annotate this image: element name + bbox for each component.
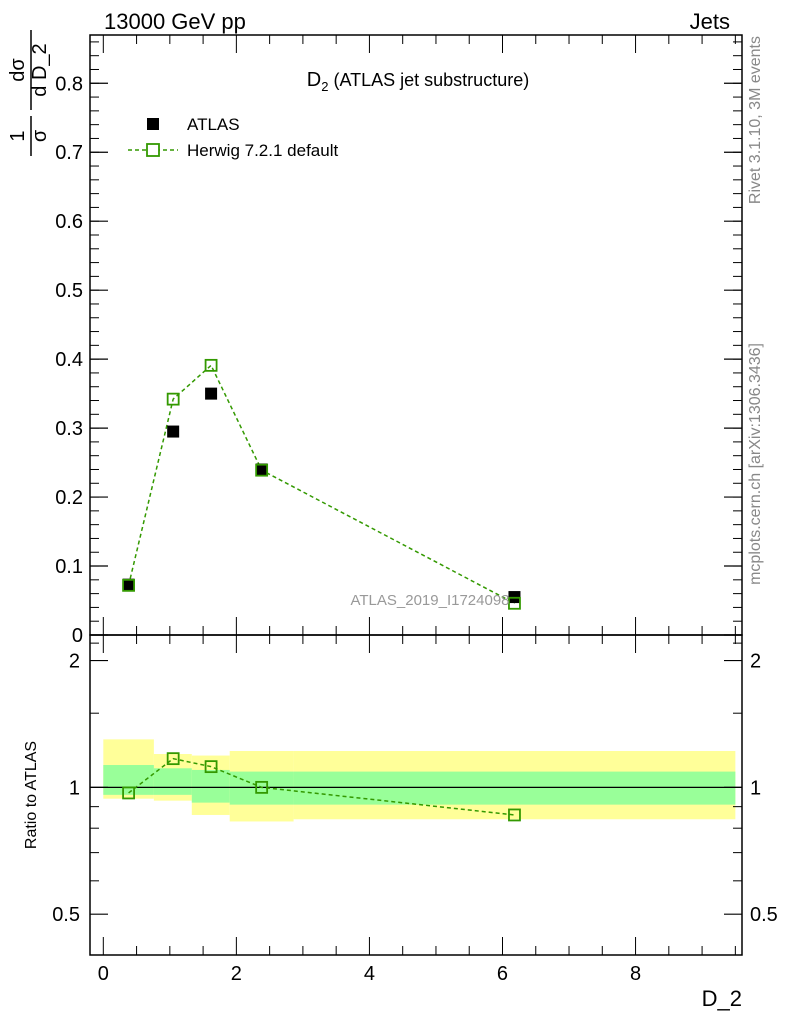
- ratio-band-inner: [153, 768, 192, 795]
- main-ytick-label: 0.6: [55, 211, 83, 233]
- herwig-ratio-line: [128, 757, 515, 816]
- herwig-ratio-point: [204, 760, 218, 774]
- rivet-version-label: Rivet 3.1.10, 3M events: [747, 36, 764, 204]
- xtick-label: 8: [630, 963, 641, 985]
- main-ytick-label: 0.8: [55, 73, 83, 95]
- ratio-uncertainty-bands: [103, 739, 736, 822]
- legend-title: D2 (ATLAS jet substructure): [307, 69, 529, 94]
- ratio-ytick-label-right: 0.5: [750, 904, 778, 926]
- ratio-ytick-label: 0.5: [52, 904, 80, 926]
- main-ytick-label: 0.1: [55, 556, 83, 578]
- herwig-point: [122, 578, 135, 592]
- main-ytick-label: 0.3: [55, 418, 83, 440]
- ratio-plot-area: [122, 752, 521, 822]
- ylabel-denominator-dD2: d D_2: [29, 43, 51, 96]
- ylabel-denominator-sigma: σ: [29, 129, 51, 142]
- ratio-ytick-label: 1: [69, 777, 80, 799]
- header-process-label: Jets: [690, 9, 730, 34]
- herwig-point: [166, 392, 180, 406]
- xtick-label: 0: [98, 963, 109, 985]
- legend-herwig-label: Herwig 7.2.1 default: [187, 141, 338, 160]
- main-ytick-label: 0: [72, 625, 83, 647]
- ratio-axes: 0.5 0.5 1 1 2 2 0 2 4 6 8: [52, 635, 778, 985]
- main-ytick-label: 0.7: [55, 142, 83, 164]
- ratio-frame: [89, 634, 743, 956]
- herwig-ratio-point: [122, 786, 135, 800]
- herwig-point: [204, 358, 218, 372]
- herwig-point: [508, 596, 521, 610]
- header-energy-label: 13000 GeV pp: [104, 9, 246, 34]
- main-plot-area: [122, 358, 521, 610]
- mcplots-label: mcplots.cern.ch [arXiv:1306.3436]: [747, 343, 764, 585]
- atlas-data-point: [167, 425, 180, 438]
- legend-atlas-marker: [147, 118, 159, 130]
- herwig-ratio-point: [508, 808, 521, 822]
- atlas-data-point: [255, 463, 268, 476]
- ratio-ytick-label: 2: [69, 651, 80, 673]
- atlas-data-point: [205, 387, 218, 400]
- xtick-label: 2: [231, 963, 242, 985]
- xtick-label: 6: [497, 963, 508, 985]
- xtick-label: 4: [364, 963, 375, 985]
- ratio-band-inner: [191, 769, 230, 803]
- ratio-ytick-label-right: 2: [750, 651, 761, 673]
- ratio-band-inner: [293, 771, 736, 805]
- main-ytick-label: 0.2: [55, 487, 83, 509]
- x-axis-label: D_2: [702, 986, 742, 1011]
- ylabel-numerator-dsigma: dσ: [7, 58, 29, 82]
- legend-herwig-marker: [146, 143, 160, 157]
- herwig-ratio-point: [255, 780, 269, 794]
- main-ytick-label: 0.4: [55, 349, 83, 371]
- ratio-y-axis-label: Ratio to ATLAS: [23, 741, 40, 849]
- main-ytick-label: 0.5: [55, 280, 83, 302]
- herwig-ratio-point: [166, 752, 180, 766]
- ylabel-numerator-1: 1: [7, 130, 29, 141]
- herwig-point: [255, 463, 269, 477]
- analysis-watermark: ATLAS_2019_I1724098: [350, 592, 509, 609]
- atlas-data-point: [122, 578, 135, 591]
- legend: D2 (ATLAS jet substructure) ATLAS Herwig…: [128, 69, 529, 160]
- main-y-axis-label: 1 σ dσ d D_2: [7, 30, 51, 156]
- herwig-line: [127, 364, 515, 604]
- legend-atlas-label: ATLAS: [187, 115, 240, 134]
- ratio-ytick-label-right: 1: [750, 777, 761, 799]
